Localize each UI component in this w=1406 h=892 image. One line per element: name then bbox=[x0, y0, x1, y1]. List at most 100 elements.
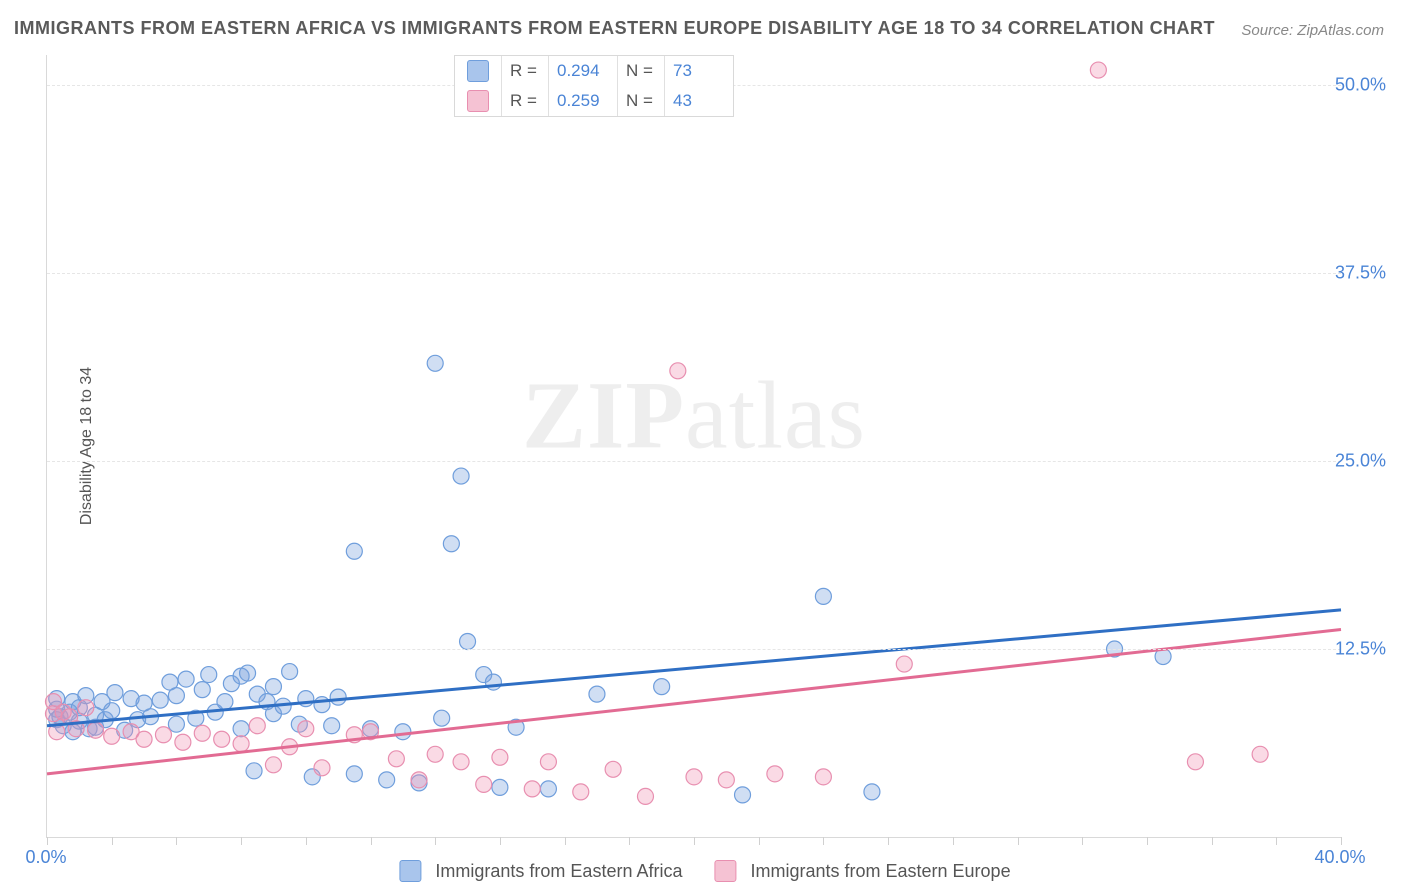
swatch-blue-icon bbox=[467, 60, 489, 82]
data-point bbox=[155, 727, 171, 743]
data-point bbox=[246, 763, 262, 779]
data-point bbox=[194, 725, 210, 741]
data-point bbox=[1090, 62, 1106, 78]
source-label: Source: bbox=[1241, 22, 1297, 39]
n-label: N = bbox=[618, 56, 665, 86]
legend-stats-row-1: R = 0.294 N = 73 bbox=[455, 56, 733, 86]
x-tick bbox=[306, 837, 307, 845]
x-tick bbox=[953, 837, 954, 845]
data-point bbox=[1252, 746, 1268, 762]
data-point bbox=[388, 751, 404, 767]
data-point bbox=[233, 736, 249, 752]
data-point bbox=[249, 718, 265, 734]
data-point bbox=[379, 772, 395, 788]
x-tick bbox=[759, 837, 760, 845]
data-point bbox=[864, 784, 880, 800]
data-point bbox=[524, 781, 540, 797]
x-tick bbox=[176, 837, 177, 845]
data-point bbox=[314, 760, 330, 776]
data-point bbox=[637, 788, 653, 804]
data-point bbox=[194, 682, 210, 698]
grid-line bbox=[47, 461, 1341, 462]
data-point bbox=[175, 734, 191, 750]
source-attribution: Source: ZipAtlas.com bbox=[1241, 22, 1384, 39]
data-point bbox=[589, 686, 605, 702]
x-tick bbox=[112, 837, 113, 845]
r-value-2: 0.259 bbox=[549, 86, 618, 116]
chart-title: IMMIGRANTS FROM EASTERN AFRICA VS IMMIGR… bbox=[14, 18, 1215, 39]
data-point bbox=[460, 634, 476, 650]
x-tick bbox=[241, 837, 242, 845]
data-point bbox=[298, 721, 314, 737]
x-tick bbox=[1341, 837, 1342, 845]
x-tick bbox=[1276, 837, 1277, 845]
grid-line bbox=[47, 273, 1341, 274]
r-label: R = bbox=[502, 86, 549, 116]
data-point bbox=[152, 692, 168, 708]
data-point bbox=[573, 784, 589, 800]
x-tick bbox=[629, 837, 630, 845]
data-point bbox=[427, 746, 443, 762]
data-point bbox=[240, 665, 256, 681]
trend-line bbox=[47, 629, 1341, 773]
data-point bbox=[201, 667, 217, 683]
data-point bbox=[104, 728, 120, 744]
x-tick bbox=[1018, 837, 1019, 845]
data-point bbox=[282, 664, 298, 680]
data-point bbox=[104, 703, 120, 719]
data-point bbox=[178, 671, 194, 687]
legend-stats-row-2: R = 0.259 N = 43 bbox=[455, 86, 733, 116]
r-label: R = bbox=[502, 56, 549, 86]
legend-item-2: Immigrants from Eastern Europe bbox=[710, 860, 1010, 882]
x-tick-label: 0.0% bbox=[25, 847, 66, 868]
data-point bbox=[107, 685, 123, 701]
x-tick bbox=[500, 837, 501, 845]
data-point bbox=[427, 355, 443, 371]
data-point bbox=[346, 543, 362, 559]
x-tick bbox=[1082, 837, 1083, 845]
data-point bbox=[605, 761, 621, 777]
data-point bbox=[217, 694, 233, 710]
swatch-blue-icon bbox=[399, 860, 421, 882]
x-tick bbox=[694, 837, 695, 845]
swatch-pink-icon bbox=[714, 860, 736, 882]
data-point bbox=[670, 363, 686, 379]
data-point bbox=[896, 656, 912, 672]
data-point bbox=[540, 781, 556, 797]
y-tick-label: 25.0% bbox=[1335, 451, 1386, 472]
data-point bbox=[88, 722, 104, 738]
data-point bbox=[492, 749, 508, 765]
data-point bbox=[453, 754, 469, 770]
data-point bbox=[1187, 754, 1203, 770]
legend-item-1: Immigrants from Eastern Africa bbox=[395, 860, 682, 882]
data-point bbox=[168, 716, 184, 732]
data-point bbox=[453, 468, 469, 484]
y-tick-label: 37.5% bbox=[1335, 263, 1386, 284]
data-point bbox=[233, 721, 249, 737]
data-point bbox=[346, 766, 362, 782]
legend-stats: R = 0.294 N = 73 R = 0.259 N = 43 bbox=[454, 55, 734, 117]
data-point bbox=[735, 787, 751, 803]
y-tick-label: 50.0% bbox=[1335, 75, 1386, 96]
data-point bbox=[395, 724, 411, 740]
data-point bbox=[492, 779, 508, 795]
data-point bbox=[78, 700, 94, 716]
n-value-1: 73 bbox=[665, 56, 733, 86]
data-point bbox=[476, 776, 492, 792]
data-point bbox=[265, 757, 281, 773]
data-point bbox=[815, 769, 831, 785]
data-point bbox=[540, 754, 556, 770]
plot-area: ZIPatlas bbox=[46, 55, 1341, 838]
data-point bbox=[324, 718, 340, 734]
x-tick bbox=[1212, 837, 1213, 845]
data-point bbox=[214, 731, 230, 747]
data-point bbox=[654, 679, 670, 695]
data-point bbox=[815, 588, 831, 604]
y-tick-label: 12.5% bbox=[1335, 639, 1386, 660]
x-tick bbox=[823, 837, 824, 845]
x-tick bbox=[888, 837, 889, 845]
data-point bbox=[314, 697, 330, 713]
data-point bbox=[434, 710, 450, 726]
x-tick bbox=[1147, 837, 1148, 845]
data-point bbox=[265, 679, 281, 695]
